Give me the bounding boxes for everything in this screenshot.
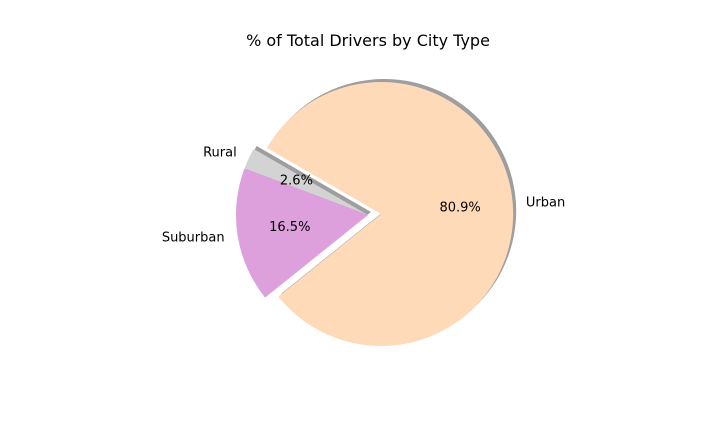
slice-urban [266, 81, 514, 346]
percent-label-urban: 80.9% [439, 200, 480, 215]
slice-label-suburban: Suburban [162, 230, 225, 245]
slice-rural [244, 149, 368, 215]
slice-label-urban: Urban [526, 195, 565, 210]
percent-label-rural: 2.6% [280, 174, 313, 189]
slice-suburban [236, 168, 368, 298]
chart-title: % of Total Drivers by City Type [246, 31, 490, 50]
slice-shadow-rural [247, 146, 371, 212]
slice-label-rural: Rural [203, 145, 237, 160]
percent-label-suburban: 16.5% [269, 220, 310, 235]
